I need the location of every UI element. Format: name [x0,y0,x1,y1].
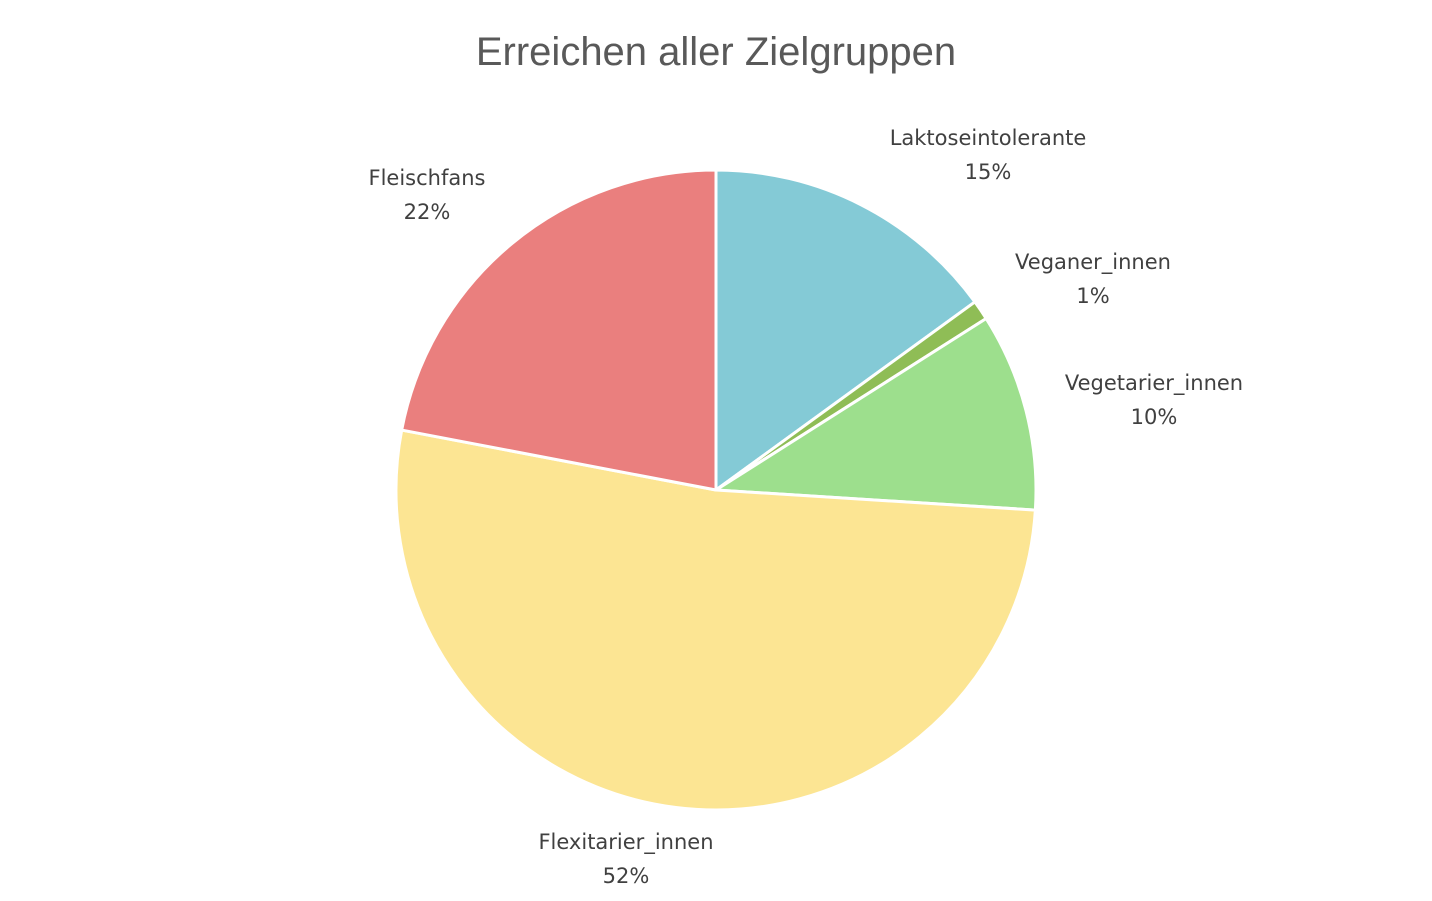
slice-label: Vegetarier_innen [1065,371,1243,396]
pie-slice-laktoseintolerante [714,168,977,492]
pie-labels: Laktoseintolerante 15% Veganer_innen 1% Vege… [369,126,1244,888]
pie-slice-flexitarier-innen [394,428,1037,812]
pie-slices [394,168,1038,812]
pie-slice-vegetarier-innen [714,317,1038,512]
slice-label: Fleischfans [369,166,486,190]
slice-percent-label: 15% [965,160,1012,184]
slice-percent-label: 1% [1076,284,1109,308]
pie-slice-fleischfans [400,168,718,492]
slice-percent-label: 52% [603,864,650,888]
slice-label: Flexitarier_innen [538,830,713,855]
chart-title: Erreichen aller Zielgruppen [475,30,957,74]
slice-percent-label: 22% [404,200,451,224]
slice-label: Veganer_innen [1015,250,1171,275]
slice-label: Laktoseintolerante [890,126,1087,150]
slice-percent-label: 10% [1131,405,1178,429]
